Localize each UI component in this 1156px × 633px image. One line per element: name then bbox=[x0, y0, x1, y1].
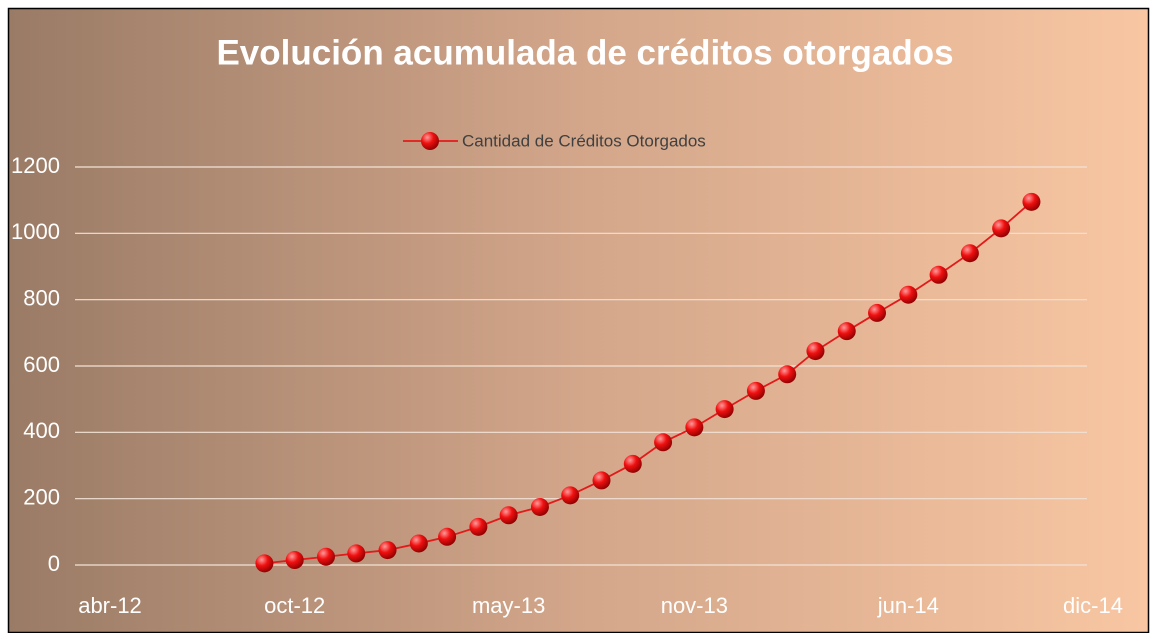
data-point bbox=[746, 381, 765, 400]
data-point bbox=[929, 265, 948, 284]
data-point bbox=[592, 471, 611, 490]
y-tick-label: 600 bbox=[23, 352, 60, 377]
data-point bbox=[654, 433, 673, 452]
data-point bbox=[715, 400, 734, 419]
y-tick-label: 800 bbox=[23, 285, 60, 310]
data-point bbox=[316, 547, 335, 566]
x-tick-label: dic-14 bbox=[1063, 593, 1123, 618]
data-point bbox=[1022, 192, 1041, 211]
legend-label: Cantidad de Créditos Otorgados bbox=[462, 131, 706, 150]
chart-background bbox=[7, 7, 1150, 633]
x-tick-label: jun-14 bbox=[877, 593, 939, 618]
data-point bbox=[255, 554, 274, 573]
x-tick-label: nov-13 bbox=[661, 593, 728, 618]
data-point bbox=[623, 454, 642, 473]
y-tick-label: 1200 bbox=[11, 153, 60, 178]
y-tick-label: 200 bbox=[23, 484, 60, 509]
data-point bbox=[992, 219, 1011, 238]
data-point bbox=[499, 506, 518, 525]
x-tick-label: may-13 bbox=[472, 593, 545, 618]
data-point bbox=[438, 527, 457, 546]
data-point bbox=[530, 497, 549, 516]
data-point bbox=[561, 486, 580, 505]
data-point bbox=[347, 544, 366, 563]
data-point bbox=[378, 541, 397, 560]
data-point bbox=[899, 285, 918, 304]
data-point bbox=[837, 322, 856, 341]
data-point bbox=[960, 244, 979, 263]
data-point bbox=[868, 303, 887, 322]
y-tick-label: 1000 bbox=[11, 219, 60, 244]
x-tick-label: oct-12 bbox=[264, 593, 325, 618]
legend-marker bbox=[421, 132, 439, 150]
data-point bbox=[685, 418, 704, 437]
data-point bbox=[778, 365, 797, 384]
y-tick-label: 400 bbox=[23, 418, 60, 443]
data-point bbox=[469, 517, 488, 536]
data-point bbox=[409, 534, 428, 553]
data-point bbox=[806, 342, 825, 361]
y-tick-label: 0 bbox=[48, 551, 60, 576]
data-point bbox=[285, 551, 304, 570]
chart-title: Evolución acumulada de créditos otorgado… bbox=[216, 33, 953, 72]
x-tick-label: abr-12 bbox=[78, 593, 142, 618]
